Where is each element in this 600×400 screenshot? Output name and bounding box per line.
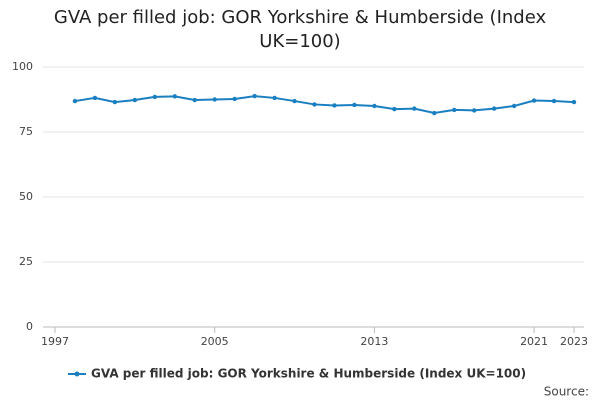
data-point	[392, 106, 397, 112]
data-point	[511, 103, 517, 109]
data-point	[112, 99, 118, 105]
x-tick-label: 2013	[360, 335, 388, 348]
y-tick-label: 0	[26, 320, 33, 333]
x-tick-label: 1997	[41, 335, 69, 348]
data-point	[172, 94, 177, 99]
data-point	[152, 94, 158, 100]
chart-title: GVA per filled job: GOR Yorkshire & Humb…	[53, 7, 547, 52]
data-point	[132, 97, 138, 103]
data-point	[232, 96, 237, 102]
data-point	[471, 108, 477, 113]
x-tick-label: 2023	[560, 335, 588, 348]
data-point	[332, 103, 337, 108]
y-tick-label: 50	[19, 190, 33, 203]
data-point	[412, 106, 417, 111]
y-tick-label: 75	[19, 125, 33, 138]
data-point	[372, 103, 377, 109]
data-point	[252, 93, 257, 99]
data-point	[272, 95, 277, 101]
legend-label: GVA per filled job: GOR Yorkshire & Humb…	[91, 367, 526, 381]
x-tick-label: 2005	[201, 335, 229, 348]
source: Source:	[544, 385, 589, 399]
data-point	[531, 98, 537, 103]
data-point	[312, 102, 317, 107]
data-point	[571, 99, 577, 105]
data-point	[491, 106, 497, 111]
data-point	[212, 97, 217, 102]
data-point	[551, 98, 557, 104]
data-point	[92, 95, 98, 101]
data-point	[352, 102, 357, 108]
data-point	[292, 98, 297, 104]
data-point	[452, 107, 457, 113]
y-tick-label: 25	[19, 255, 33, 268]
legend-swatch-dot	[74, 371, 80, 377]
y-tick-label: 100	[12, 60, 33, 73]
data-point	[192, 97, 197, 103]
data-point	[72, 98, 78, 104]
data-point	[432, 110, 437, 116]
x-tick-label: 2021	[520, 335, 548, 348]
data-line	[74, 95, 575, 115]
